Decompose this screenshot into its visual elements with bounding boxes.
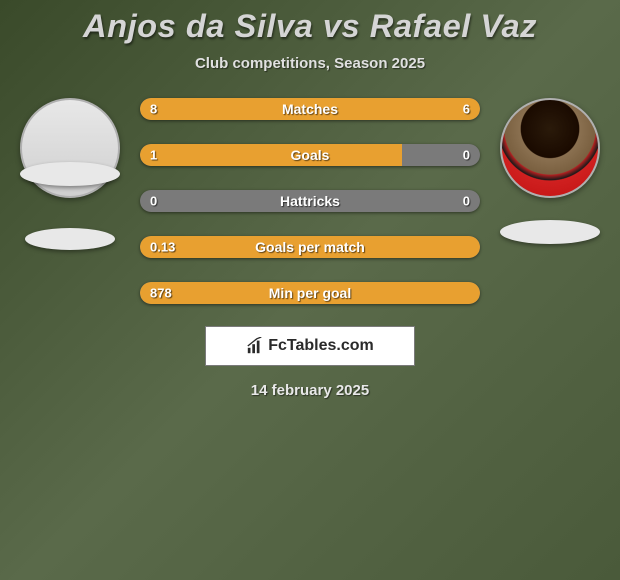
stat-val-right: 6: [463, 102, 470, 117]
stat-bar-hattricks: 0 Hattricks 0: [140, 190, 480, 212]
stat-val-right: 0: [463, 194, 470, 209]
stat-val-left: 0.13: [150, 240, 175, 255]
chart-icon: [246, 337, 264, 355]
logo-text: FcTables.com: [268, 337, 374, 355]
stat-bar-min-per-goal: 878 Min per goal: [140, 282, 480, 304]
stat-val-left: 0: [150, 194, 157, 209]
player-right-name-placeholder: [500, 220, 600, 244]
stat-fill-left: [140, 144, 402, 166]
right-player-col: [490, 98, 610, 244]
stat-val-left: 8: [150, 102, 157, 117]
stat-bar-matches: 8 Matches 6: [140, 98, 480, 120]
stat-label: Matches: [282, 101, 338, 117]
comparison-area: 8 Matches 6 1 Goals 0 0 Hattricks 0: [0, 98, 620, 304]
stat-val-right: 0: [463, 148, 470, 163]
stat-label: Min per goal: [269, 285, 351, 301]
logo-box[interactable]: FcTables.com: [205, 326, 415, 366]
stat-bar-goals-per-match: 0.13 Goals per match: [140, 236, 480, 258]
player-left-name-placeholder-2: [25, 228, 115, 250]
stat-fill-right: [327, 98, 480, 120]
stat-val-left: 878: [150, 286, 172, 301]
stat-label: Goals per match: [255, 239, 365, 255]
stat-val-left: 1: [150, 148, 157, 163]
subtitle: Club competitions, Season 2025: [0, 55, 620, 72]
stat-label: Hattricks: [280, 193, 340, 209]
stats-bars: 8 Matches 6 1 Goals 0 0 Hattricks 0: [140, 98, 480, 304]
player-right-avatar: [500, 98, 600, 198]
stat-bar-goals: 1 Goals 0: [140, 144, 480, 166]
date-text: 14 february 2025: [0, 382, 620, 399]
stat-label: Goals: [291, 147, 330, 163]
player-left-name-placeholder-1: [20, 162, 120, 186]
page-title: Anjos da Silva vs Rafael Vaz: [0, 0, 620, 45]
left-player-col: [10, 98, 130, 250]
